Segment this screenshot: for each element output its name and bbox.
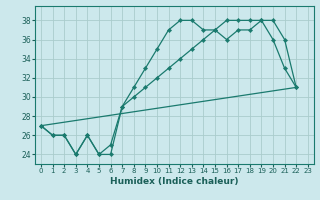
X-axis label: Humidex (Indice chaleur): Humidex (Indice chaleur) — [110, 177, 239, 186]
